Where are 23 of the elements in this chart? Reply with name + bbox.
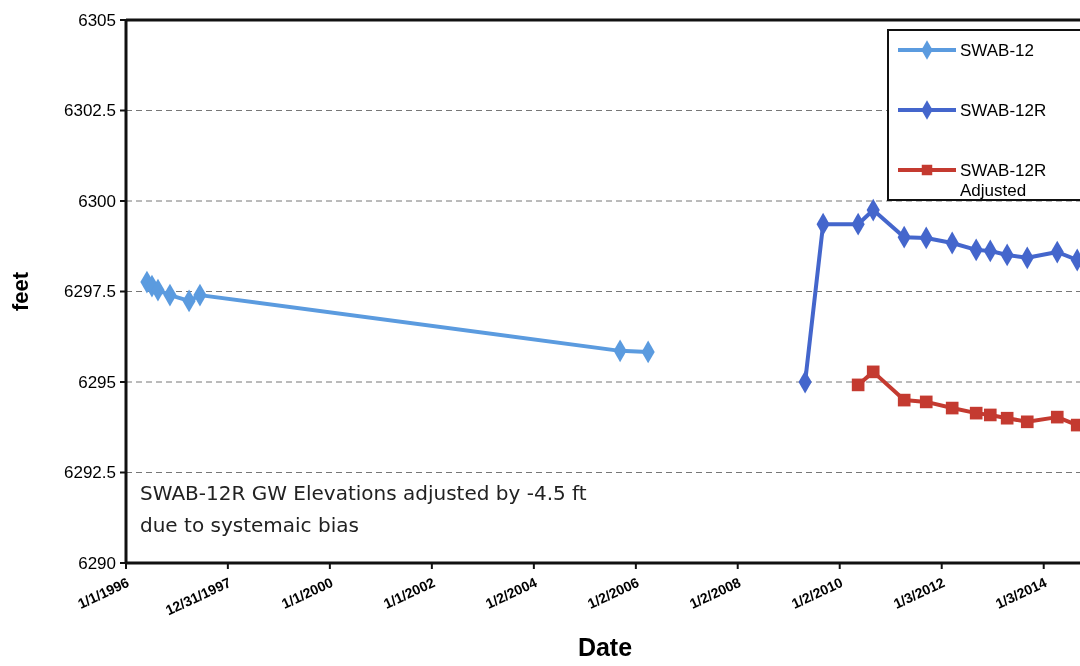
legend-label: SWAB-12R [960, 100, 1047, 120]
y-tick-label: 6295 [78, 372, 116, 392]
point [1050, 410, 1064, 424]
point [983, 408, 997, 422]
legend-label: SWAB-12 [960, 40, 1035, 60]
y-tick-label: 6305 [78, 10, 116, 30]
point [919, 395, 933, 409]
legend-label: SWAB-12R Adjusted [960, 160, 1047, 200]
y-tick-label: 6292.5 [64, 463, 116, 483]
x-axis-title: Date [577, 633, 633, 661]
point [969, 406, 983, 420]
y-tick-label: 6302.5 [64, 101, 116, 121]
point [851, 378, 865, 392]
annotation: SWAB-12R GW Elevations adjusted by -4.5 ft due to systemaic bias [140, 481, 587, 537]
y-axis-title: feet [8, 271, 33, 312]
point [866, 365, 880, 379]
y-tick-label: 6297.5 [64, 282, 116, 302]
y-tick-label: 6300 [78, 191, 116, 211]
point [1000, 411, 1014, 425]
point [1020, 415, 1034, 429]
point [945, 401, 959, 415]
y-tick-label: 6290 [78, 553, 116, 573]
point [897, 393, 911, 407]
